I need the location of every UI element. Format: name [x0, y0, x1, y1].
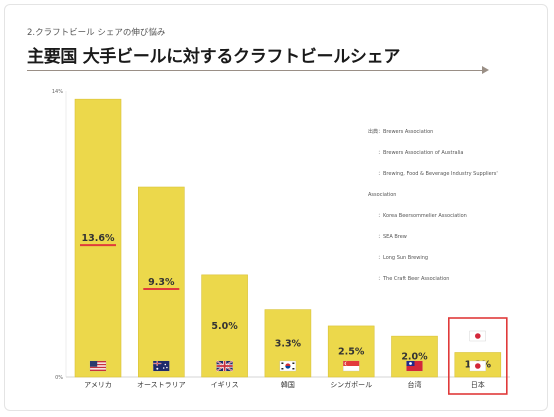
x-tick-label: オーストラリア — [137, 381, 186, 389]
bar — [138, 186, 185, 378]
data-label: 9.3% — [148, 277, 175, 288]
data-label: 5.0% — [211, 321, 238, 332]
korea-flag-icon — [279, 360, 297, 372]
japan-flag-icon — [469, 360, 486, 372]
bar — [201, 274, 248, 378]
data-label: 2.0% — [401, 352, 428, 363]
x-tick-label: イギリス — [211, 381, 239, 389]
x-tick-label: 日本 — [471, 380, 485, 389]
y-tick-label: 0% — [55, 375, 63, 381]
source-line: ：Brewers Association of Australia — [368, 150, 464, 156]
breadcrumb: 2.クラフトビール シェアの伸び悩み — [27, 28, 166, 38]
source-line: ：Long Sun Brewing — [368, 255, 429, 261]
us-flag-icon — [89, 360, 107, 372]
singapore-flag-icon — [343, 360, 360, 372]
x-tick-label: 台湾 — [408, 380, 422, 389]
x-tick-label: 韓国 — [281, 380, 295, 389]
source-line: 出典：Brewers Association — [368, 129, 434, 135]
page-title: 主要国 大手ビールに対するクラフトビールシェア — [27, 47, 401, 67]
source-line: ：The Craft Beer Association — [368, 276, 450, 282]
source-line: ：SEA Brew — [368, 234, 407, 240]
x-tick-label: アメリカ — [84, 381, 112, 389]
data-label: 2.5% — [338, 346, 365, 357]
taiwan-flag-icon — [406, 360, 423, 372]
source-note: 出典：Brewers Association ：Brewers Associat… — [368, 115, 498, 290]
arrow-right-icon — [482, 66, 489, 74]
australia-flag-icon — [153, 360, 170, 372]
japan-flag-icon — [469, 330, 486, 342]
source-line: Association — [368, 192, 397, 198]
uk-flag-icon — [216, 360, 234, 372]
bar — [454, 352, 502, 378]
x-tick-label: シンガポール — [330, 380, 372, 389]
highlight-box — [447, 317, 508, 395]
source-line: ：Brewing, Food & Beverage Industry Suppl… — [368, 171, 498, 177]
source-line: ：Korea Beersommelier Association — [368, 213, 467, 219]
y-tick-label: 14% — [52, 89, 63, 95]
bar — [74, 98, 122, 378]
data-label: 3.3% — [275, 338, 302, 349]
data-label: 13.6% — [82, 233, 115, 244]
title-divider — [27, 70, 485, 71]
